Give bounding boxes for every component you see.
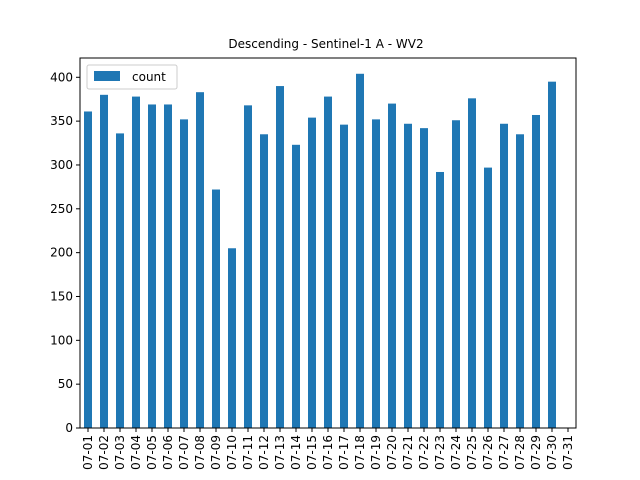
x-tick-label: 07-02 (97, 435, 111, 470)
bar-07-21 (404, 123, 412, 428)
axes-frame (79, 57, 577, 429)
x-tick-label: 07-10 (225, 435, 239, 470)
x-tick-label: 07-24 (449, 435, 463, 470)
x-tick-label: 07-31 (561, 435, 575, 470)
y-tick-label: 250 (50, 202, 73, 216)
x-axis: 07-01 07-02 07-03 07-04 07-05 07-06 07-07 07-08… (81, 428, 575, 470)
x-tick-label: 07-03 (113, 435, 127, 470)
x-tick-label: 07-30 (545, 435, 559, 470)
bar-07-05 (148, 104, 156, 428)
x-tick-label: 07-12 (257, 435, 271, 470)
bar-07-22 (420, 128, 428, 428)
x-tick-label: 07-09 (209, 435, 223, 470)
legend-label: count (132, 70, 166, 84)
bar-07-29 (532, 114, 540, 429)
y-tick-label: 0 (65, 421, 73, 435)
bar-07-12 (260, 134, 268, 428)
bar-07-13 (276, 86, 284, 428)
x-tick-label: 07-14 (289, 435, 303, 470)
x-tick-label: 07-18 (353, 435, 367, 470)
x-tick-label: 07-27 (497, 435, 511, 470)
bar-07-28 (516, 134, 524, 428)
x-tick-label: 07-16 (321, 435, 335, 470)
x-tick-label: 07-01 (81, 435, 95, 470)
bar-07-17 (340, 124, 348, 428)
bar-07-20 (388, 103, 396, 428)
x-tick-label: 07-22 (417, 435, 431, 470)
x-tick-label: 07-13 (273, 435, 287, 470)
x-tick-label: 07-21 (401, 435, 415, 470)
bar-07-24 (452, 120, 460, 428)
bar-07-15 (308, 117, 316, 429)
x-tick-label: 07-26 (481, 435, 495, 470)
x-tick-label: 07-07 (177, 435, 191, 470)
x-tick-label: 07-28 (513, 435, 527, 470)
legend: count (86, 64, 178, 90)
bar-07-30 (548, 81, 556, 429)
x-tick-label: 07-25 (465, 435, 479, 470)
x-tick-label: 07-17 (337, 435, 351, 470)
bar-07-07 (180, 119, 188, 429)
y-tick-label: 400 (50, 70, 73, 84)
x-tick-label: 07-15 (305, 435, 319, 470)
bar-07-19 (372, 119, 380, 429)
x-tick-label: 07-06 (161, 435, 175, 470)
y-axis: 0 50 100 150 200 250 300 350 400 (50, 70, 80, 435)
bar-07-10 (228, 248, 236, 428)
legend-swatch (94, 71, 120, 81)
bar-07-27 (500, 123, 508, 428)
x-tick-label: 07-04 (129, 435, 143, 470)
x-tick-label: 07-29 (529, 435, 543, 470)
y-tick-label: 300 (50, 158, 73, 172)
bar-07-25 (468, 98, 476, 428)
bar-07-04 (132, 96, 140, 428)
bar-07-26 (484, 167, 492, 428)
x-tick-label: 07-08 (193, 435, 207, 470)
bar-07-01 (84, 111, 92, 428)
bar-07-11 (244, 105, 252, 428)
x-tick-label: 07-23 (433, 435, 447, 470)
bar-07-09 (212, 189, 220, 428)
y-tick-label: 150 (50, 289, 73, 303)
bar-07-03 (116, 133, 124, 428)
bars-group (84, 73, 556, 429)
y-tick-label: 200 (50, 246, 73, 260)
y-tick-label: 50 (58, 377, 73, 391)
bar-07-06 (164, 104, 172, 428)
x-tick-label: 07-11 (241, 435, 255, 470)
bar-07-16 (324, 96, 332, 428)
bar-07-08 (196, 92, 204, 428)
x-tick-label: 07-19 (369, 435, 383, 470)
bar-07-14 (292, 144, 300, 429)
chart-title: Descending - Sentinel-1 A - WV2 (228, 37, 423, 51)
bar-07-18 (356, 73, 364, 428)
bar-07-02 (100, 94, 108, 428)
bar-07-23 (436, 171, 444, 429)
y-tick-label: 100 (50, 333, 73, 347)
x-tick-label: 07-05 (145, 435, 159, 470)
y-tick-label: 350 (50, 114, 73, 128)
x-tick-label: 07-20 (385, 435, 399, 470)
